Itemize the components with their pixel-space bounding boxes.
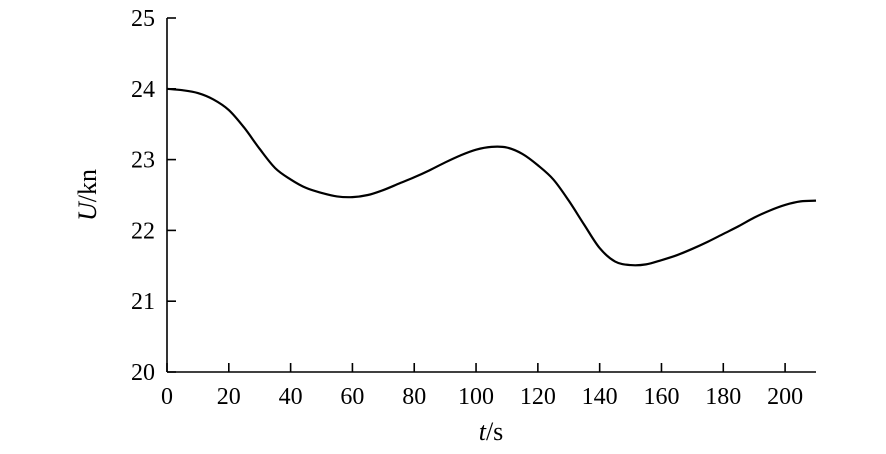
y-tick-label: 23 [131, 148, 155, 174]
x-tick-label: 140 [582, 384, 618, 410]
x-axis-title-italic: t [479, 417, 487, 446]
y-tick-label: 22 [131, 218, 155, 244]
x-tick-label: 120 [520, 384, 556, 410]
x-tick-label: 160 [643, 384, 679, 410]
x-tick-label: 0 [161, 384, 173, 410]
x-tick-label: 100 [458, 384, 494, 410]
y-axis-title-italic: U [73, 200, 102, 221]
x-tick-label: 200 [767, 384, 803, 410]
x-tick-label: 60 [340, 384, 364, 410]
x-axis-title: t/s [479, 417, 504, 446]
y-axis-title-rest: /kn [73, 169, 102, 202]
x-tick-label: 40 [279, 384, 303, 410]
y-tick-label: 24 [131, 77, 155, 103]
x-tick-label: 20 [217, 384, 241, 410]
y-tick-label: 25 [131, 6, 155, 32]
y-tick-label: 20 [131, 360, 155, 386]
series-line [166, 87, 817, 267]
x-axis-title-rest: /s [486, 417, 503, 446]
x-ticks: 0 20 40 60 80 100 120 140 160 180 200 [161, 363, 803, 410]
y-axis-title: U/kn [73, 169, 102, 221]
x-tick-label: 180 [705, 384, 741, 410]
x-tick-label: 80 [402, 384, 426, 410]
y-ticks: 20 21 22 23 24 25 [131, 6, 176, 386]
y-tick-label: 21 [131, 289, 155, 315]
axes [166, 18, 816, 373]
